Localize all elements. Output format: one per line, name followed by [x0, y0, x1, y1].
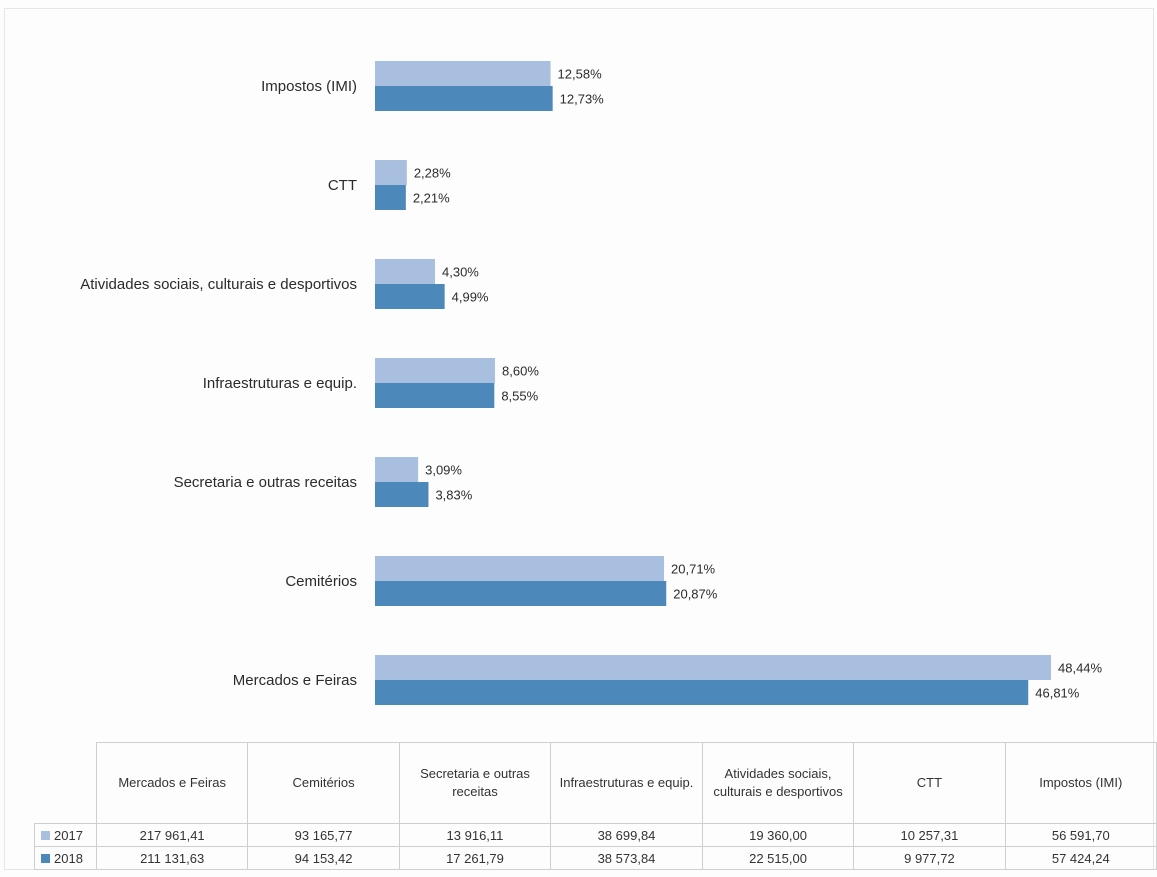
table-column-header: CTT — [853, 742, 1006, 824]
category-label: Mercados e Feiras — [233, 672, 357, 689]
data-label-2017: 12,58% — [558, 67, 603, 82]
data-label-2017: 48,44% — [1058, 661, 1103, 676]
data-label-2018: 20,87% — [673, 587, 718, 602]
category-label: Secretaria e outras receitas — [174, 474, 357, 491]
bar-2017 — [375, 61, 551, 86]
table-cell: 56 591,70 — [1004, 823, 1157, 847]
table-cell: 10 257,31 — [853, 823, 1006, 847]
legend-label: 2017 — [54, 827, 83, 843]
table-column-header: Secretaria e outras receitas — [398, 742, 552, 824]
category-label: Cemitérios — [285, 573, 357, 590]
bar-2018 — [375, 86, 553, 111]
data-table: Mercados e Feiras Cemitérios Secretaria e … — [34, 742, 1157, 870]
bar-2017 — [375, 259, 436, 284]
table-cell: 19 360,00 — [701, 823, 855, 847]
table-column-header: Cemitérios — [247, 742, 400, 824]
legend-entry: 2017 — [34, 823, 97, 847]
table-cell: 22 515,00 — [701, 846, 855, 870]
legend-label: 2018 — [54, 850, 83, 866]
bar-2017 — [375, 358, 496, 383]
category-label: Atividades sociais, culturais e desporti… — [80, 276, 357, 293]
table-cell: 17 261,79 — [398, 846, 552, 870]
table-cell: 211 131,63 — [95, 846, 249, 870]
data-label-2018: 2,21% — [413, 191, 450, 206]
bar-2017 — [375, 160, 407, 185]
bar-2017 — [375, 655, 1051, 680]
bar-chart: Impostos (IMI) 12,58% 12,73% CTT 2,28% 2,21% A… — [80, 61, 1103, 705]
data-label-2017: 3,09% — [425, 463, 462, 478]
data-label-2018: 46,81% — [1035, 686, 1080, 701]
table-cell: 38 573,84 — [550, 846, 703, 870]
data-label-2018: 3,83% — [435, 488, 472, 503]
table-cell: 94 153,42 — [247, 846, 400, 870]
legend-entry: 2018 — [34, 846, 97, 870]
legend-swatch — [41, 830, 50, 840]
table-cell: 38 699,84 — [550, 823, 703, 847]
table-corner — [34, 742, 97, 824]
bar-2018 — [375, 284, 445, 309]
category-label: Infraestruturas e equip. — [203, 375, 357, 392]
table-column-header: Mercados e Feiras — [95, 742, 249, 824]
table-column-header: Impostos (IMI) — [1004, 742, 1157, 824]
table-cell: 13 916,11 — [398, 823, 552, 847]
chart-frame — [4, 8, 1154, 870]
table-cell: 93 165,77 — [247, 823, 400, 847]
table-column-header: Atividades sociais, culturais e desporti… — [701, 742, 855, 824]
table-column-header: Infraestruturas e equip. — [550, 742, 703, 824]
data-label-2018: 8,55% — [501, 389, 538, 404]
table-cell: 217 961,41 — [95, 823, 249, 847]
table-header-row: Mercados e Feiras Cemitérios Secretaria e … — [34, 742, 1157, 824]
bar-2018 — [375, 383, 495, 408]
bar-2017 — [375, 457, 419, 482]
bar-2018 — [375, 581, 667, 606]
legend-swatch — [41, 853, 50, 863]
data-label-2018: 4,99% — [452, 290, 489, 305]
data-label-2017: 4,30% — [442, 265, 479, 280]
bar-2018 — [375, 185, 406, 210]
data-label-2018: 12,73% — [560, 92, 605, 107]
table-cell: 9 977,72 — [853, 846, 1006, 870]
bar-2017 — [375, 556, 665, 581]
bar-2018 — [375, 680, 1029, 705]
data-label-2017: 8,60% — [502, 364, 539, 379]
category-label: Impostos (IMI) — [261, 78, 357, 95]
data-label-2017: 2,28% — [414, 166, 451, 181]
table-row: 2017 217 961,41 93 165,77 13 916,11 38 699,8… — [34, 823, 1157, 847]
bar-2018 — [375, 482, 429, 507]
table-cell: 57 424,24 — [1004, 846, 1157, 870]
data-label-2017: 20,71% — [671, 562, 716, 577]
category-label: CTT — [328, 177, 357, 194]
table-row: 2018 211 131,63 94 153,42 17 261,79 38 573,8… — [34, 846, 1157, 870]
